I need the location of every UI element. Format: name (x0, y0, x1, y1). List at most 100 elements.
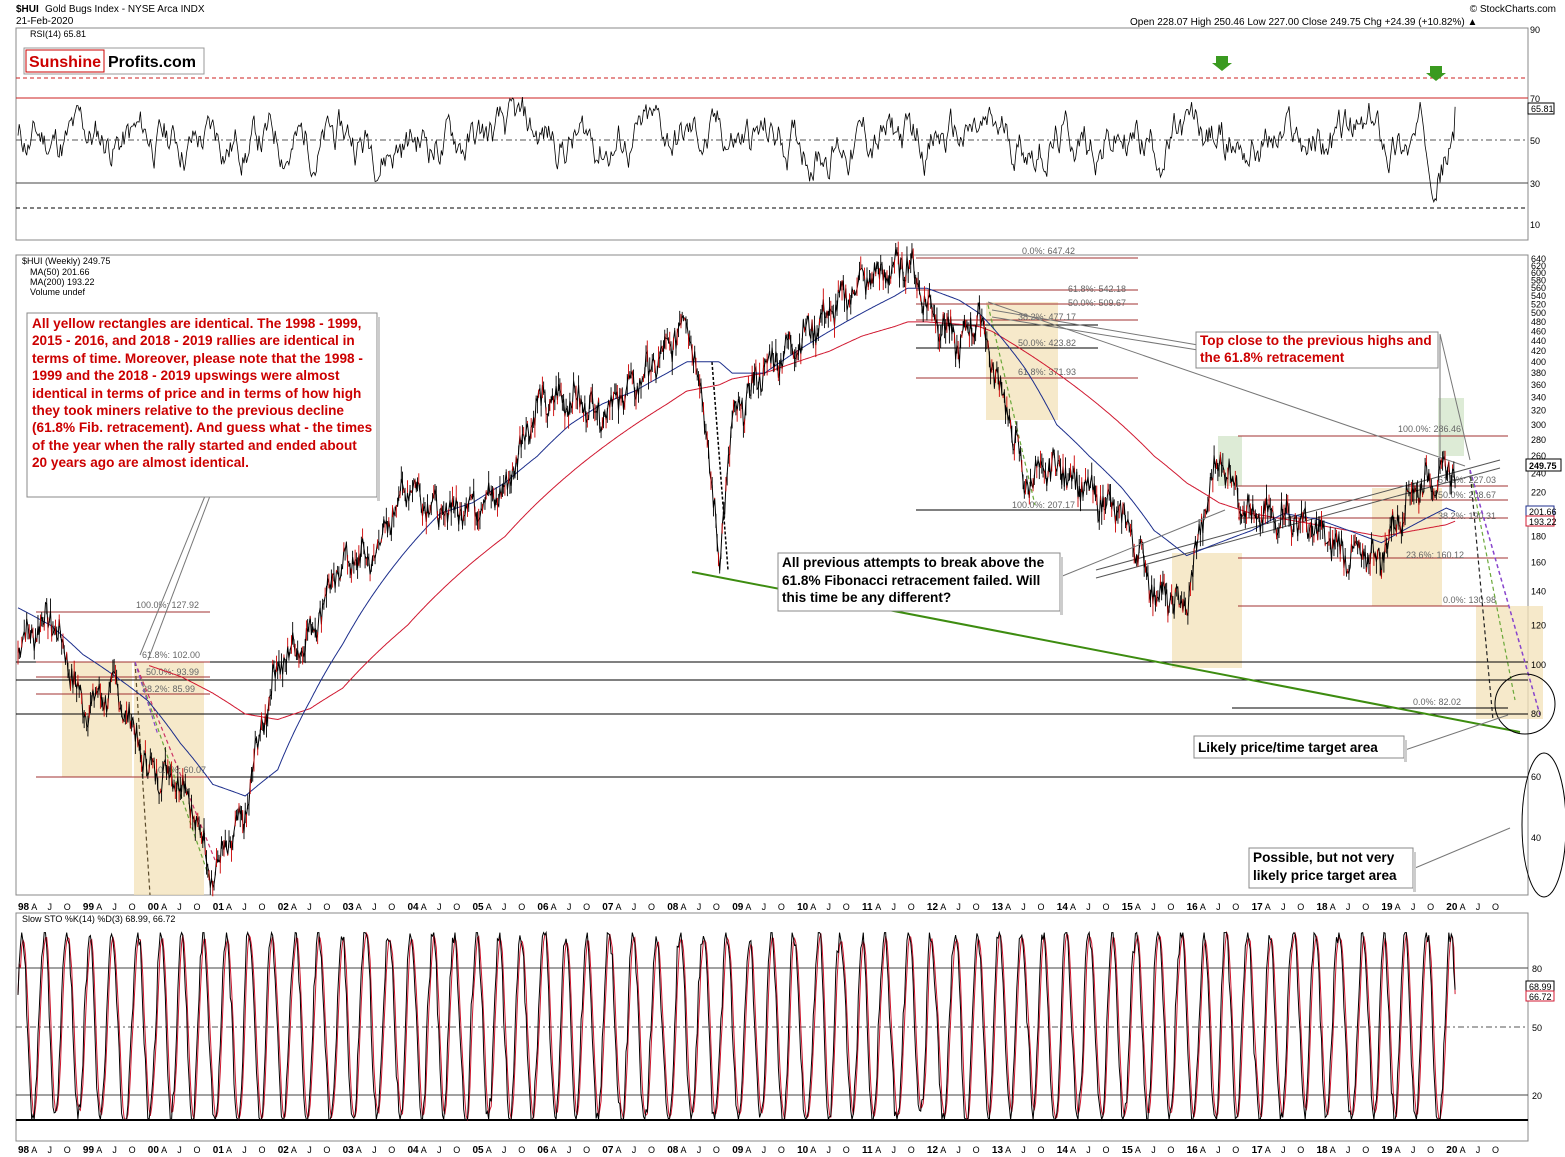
rsi-panel: RSI(14) 65.81 90 70 50 30 10 65.81 (15, 25, 1555, 241)
x-tick-label: 20 (1446, 902, 1458, 913)
x-tick-label: 20 (1446, 1145, 1458, 1156)
fib-retracement-2016: 100.0%: 286.46 61.8%: 227.03 50.0%: 208.… (1232, 424, 1508, 709)
ma200-legend: MA(200) 193.22 (30, 277, 95, 287)
price-tick: 540 (1531, 291, 1546, 301)
x-tick-label: O (1232, 902, 1239, 912)
x-tick-label: J (1476, 1145, 1481, 1155)
price-tick: 320 (1531, 406, 1546, 416)
x-tick-label: A (1330, 1145, 1336, 1155)
x-tick-label: A (1460, 902, 1466, 912)
fib-label: 100.0%: 127.92 (136, 600, 199, 610)
x-tick-label: J (1216, 902, 1221, 912)
x-tick-label: 02 (278, 1145, 290, 1156)
x-tick-label: O (1103, 902, 1110, 912)
rsi-current-value: 65.81 (1531, 104, 1554, 114)
logo-sunshine: Sunshine (29, 54, 101, 71)
x-tick-label: A (161, 902, 167, 912)
x-tick-label: A (1005, 902, 1011, 912)
x-tick-label: J (112, 902, 117, 912)
x-tick-label: 03 (343, 1145, 355, 1156)
x-tick-label: O (1297, 1145, 1304, 1155)
x-tick-label: O (583, 1145, 590, 1155)
x-tick-label: 13 (992, 1145, 1004, 1156)
rsi-tick-10: 10 (1530, 220, 1540, 230)
x-tick-label: J (1411, 902, 1416, 912)
annotation-likely-target-text: Likely price/time target area (1198, 740, 1378, 755)
x-tick-label: J (1216, 1145, 1221, 1155)
x-tick-label: O (713, 1145, 720, 1155)
fib-label: 0.0%: 60.07 (158, 765, 206, 775)
fib-label: 100.0%: 286.46 (1398, 424, 1461, 434)
x-tick-label: O (648, 902, 655, 912)
rsi-current-box (1527, 102, 1555, 115)
x-tick-label: A (96, 902, 102, 912)
x-tick-label: 14 (1057, 902, 1069, 913)
x-tick-label: A (486, 902, 492, 912)
fib-label: 61.8%: 102.00 (142, 650, 200, 660)
x-tick-label: J (372, 1145, 377, 1155)
annotation-top-close: Top close to the previous highs and the … (1195, 331, 1439, 369)
price-tick: 100 (1531, 660, 1546, 670)
x-tick-label: O (778, 1145, 785, 1155)
x-tick-label: J (502, 902, 507, 912)
x-tick-label: O (518, 1145, 525, 1155)
x-tick-label: J (632, 1145, 637, 1155)
x-tick-label: J (48, 902, 53, 912)
x-tick-label: J (892, 1145, 897, 1155)
annotation-main: All yellow rectangles are identical. The… (26, 312, 380, 501)
x-tick-label: J (177, 902, 182, 912)
x-tick-label: 13 (992, 902, 1004, 913)
price-tick: 620 (1531, 261, 1546, 271)
price-tick: 360 (1531, 380, 1546, 390)
x-tick-label: J (632, 902, 637, 912)
x-tick-label: A (616, 902, 622, 912)
fib-label: 0.0%: 647.42 (1022, 246, 1075, 256)
x-tick-label: 98 (18, 902, 30, 913)
ma200-line (148, 321, 1456, 721)
x-tick-label: A (940, 902, 946, 912)
x-tick-label: A (1005, 1145, 1011, 1155)
x-tick-label: A (1395, 1145, 1401, 1155)
x-tick-label: 16 (1187, 902, 1199, 913)
x-tick-label: 12 (927, 902, 939, 913)
x-tick-label: A (96, 1145, 102, 1155)
x-tick-label: 03 (343, 902, 355, 913)
x-tick-label: O (1038, 1145, 1045, 1155)
price-legend: $HUI (Weekly) 249.75 MA(50) 201.66 MA(20… (22, 256, 110, 297)
sto-label: Slow STO %K(14) %D(3) 68.99, 66.72 (22, 914, 175, 924)
x-tick-label: O (129, 902, 136, 912)
x-tick-label: 06 (537, 1145, 549, 1156)
rsi-tick-30: 30 (1530, 179, 1540, 189)
ma50-legend: MA(50) 201.66 (30, 267, 90, 277)
x-tick-label: A (1070, 902, 1076, 912)
price-tick: 300 (1531, 420, 1546, 430)
x-tick-label: J (1346, 1145, 1351, 1155)
price-tick: 60 (1531, 772, 1541, 782)
x-tick-label: 16 (1187, 1145, 1199, 1156)
x-tick-label: A (356, 902, 362, 912)
x-tick-label: 12 (927, 1145, 939, 1156)
sto-tick-80: 80 (1532, 964, 1542, 974)
x-tick-label: O (259, 1145, 266, 1155)
x-tick-label: A (681, 902, 687, 912)
x-tick-label: O (388, 1145, 395, 1155)
x-tick-label: O (323, 1145, 330, 1155)
ohlc-readout: Open 228.07 High 250.46 Low 227.00 Close… (1130, 17, 1477, 28)
x-tick-label: A (486, 1145, 492, 1155)
x-tick-label: 15 (1122, 1145, 1134, 1156)
annotation-possible-target: Possible, but not very likely price targ… (1248, 847, 1416, 892)
x-tick-label: 15 (1122, 902, 1134, 913)
annotation-possible-target-text: Possible, but not very likely price targ… (1253, 850, 1397, 883)
x-tick-label: J (1021, 902, 1026, 912)
x-tick-label: 18 (1317, 902, 1329, 913)
volume-legend: Volume undef (30, 287, 86, 297)
price-tick: 400 (1531, 357, 1546, 367)
price-tick: 500 (1531, 308, 1546, 318)
price-panel: 100.0%: 127.92 61.8%: 102.00 50.0%: 93.9… (15, 241, 1565, 898)
annotation-likely-target: Likely price/time target area (1193, 735, 1407, 762)
sto-k-line (17, 930, 1456, 1122)
x-tick-label: J (697, 902, 702, 912)
x-tick-label: 19 (1381, 1145, 1393, 1156)
x-tick-label: A (745, 902, 751, 912)
fib-label: 61.8%: 542.18 (1068, 284, 1126, 294)
